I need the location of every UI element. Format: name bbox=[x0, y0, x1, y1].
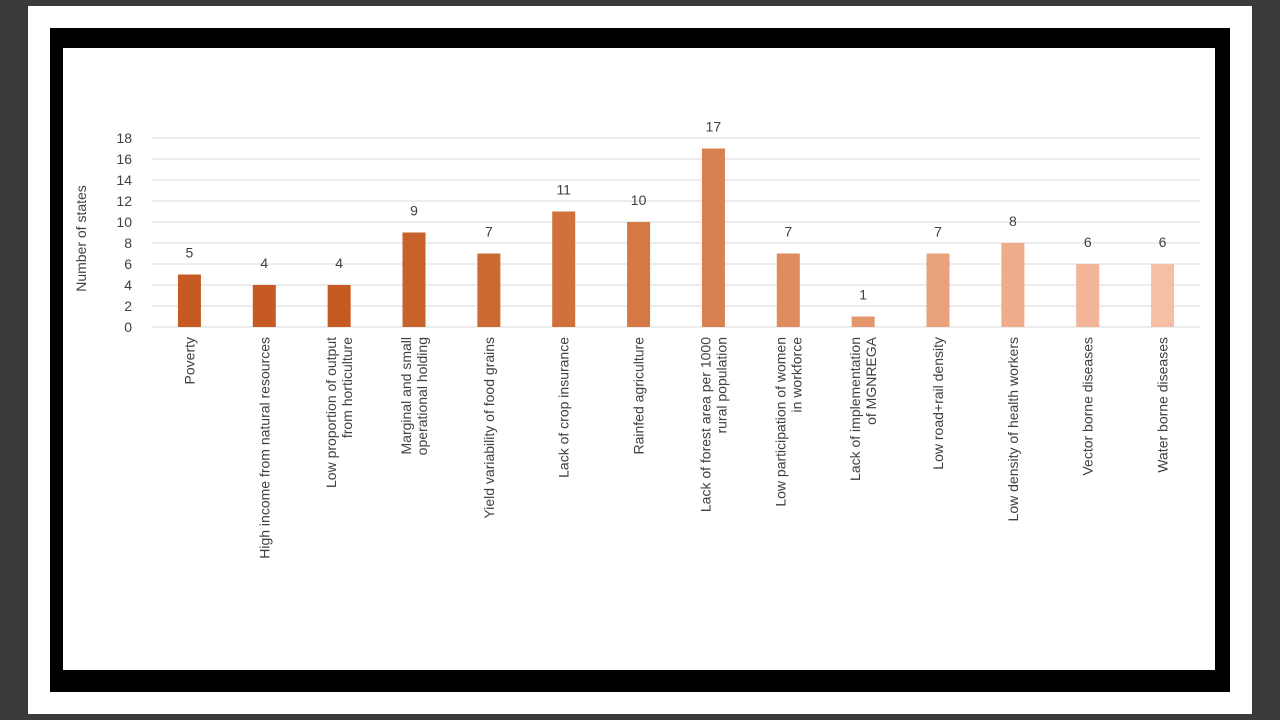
category-label-line: Lack of crop insurance bbox=[556, 337, 572, 478]
bar bbox=[552, 211, 576, 327]
data-label: 7 bbox=[784, 224, 792, 240]
category-label-line: Yield variability of food grains bbox=[481, 337, 497, 519]
data-label: 9 bbox=[410, 203, 418, 219]
category-label-line: in workforce bbox=[788, 337, 804, 413]
data-label: 7 bbox=[485, 224, 493, 240]
category-label: Low road+rail density bbox=[930, 337, 946, 470]
data-label: 8 bbox=[1009, 213, 1017, 229]
y-tick-label: 8 bbox=[124, 235, 132, 251]
category-label: Vector borne diseases bbox=[1080, 337, 1096, 476]
category-label-line: operational holding bbox=[414, 337, 430, 455]
category-label-line: from horticulture bbox=[339, 337, 355, 438]
bars bbox=[177, 148, 1175, 327]
y-tick-label: 10 bbox=[116, 214, 132, 230]
category-label: Low proportion of output from horticultur… bbox=[323, 337, 355, 488]
bar bbox=[851, 316, 875, 327]
bar bbox=[926, 253, 950, 327]
bar bbox=[701, 148, 725, 327]
data-label: 6 bbox=[1084, 234, 1092, 250]
y-tick-label: 18 bbox=[116, 130, 132, 146]
y-tick-label: 4 bbox=[124, 277, 132, 293]
bar bbox=[252, 285, 276, 327]
bar bbox=[1151, 264, 1175, 327]
y-tick-label: 12 bbox=[116, 193, 132, 209]
bar bbox=[402, 232, 426, 327]
category-label: Poverty bbox=[181, 337, 197, 384]
category-label-line: High income from natural resources bbox=[256, 337, 272, 559]
data-label: 17 bbox=[706, 119, 722, 135]
bar bbox=[177, 274, 201, 327]
y-axis-ticks: 0 2 4 6 8 10 12 14 16 18 bbox=[116, 130, 132, 335]
y-tick-label: 0 bbox=[124, 319, 132, 335]
y-tick-label: 16 bbox=[116, 151, 132, 167]
category-label-line: Rainfed agriculture bbox=[631, 337, 647, 455]
y-axis-label: Number of states bbox=[73, 185, 89, 292]
bar bbox=[776, 253, 800, 327]
category-label-line: Low participation of women bbox=[772, 337, 788, 507]
bar bbox=[627, 222, 651, 327]
data-label: 10 bbox=[631, 192, 647, 208]
category-label-line: Low proportion of output bbox=[323, 337, 339, 488]
data-label: 5 bbox=[186, 245, 194, 261]
category-label: Marginal and small operational holding bbox=[398, 337, 430, 455]
category-label-line: Low density of health workers bbox=[1005, 337, 1021, 521]
category-labels: Poverty High income from natural resource… bbox=[181, 336, 1170, 558]
category-label-line: rural population bbox=[713, 337, 729, 434]
category-label: Yield variability of food grains bbox=[481, 337, 497, 519]
chart-container: 0 2 4 6 8 10 12 14 16 18 Number of states 5 4 4 9 7 11… bbox=[63, 48, 1215, 670]
data-label: 6 bbox=[1159, 234, 1167, 250]
bar bbox=[1001, 243, 1025, 327]
category-label: Low density of health workers bbox=[1005, 337, 1021, 521]
bar bbox=[477, 253, 501, 327]
category-label-line: of MGNREGA bbox=[863, 336, 879, 425]
y-tick-label: 2 bbox=[124, 298, 132, 314]
y-tick-label: 14 bbox=[116, 172, 132, 188]
category-label: Lack of implementation of MGNREGA bbox=[847, 336, 879, 481]
category-label-line: Lack of forest area per 1000 bbox=[697, 337, 713, 512]
data-label: 4 bbox=[260, 255, 268, 271]
category-label-line: Vector borne diseases bbox=[1080, 337, 1096, 476]
category-label: Low participation of women in workforce bbox=[772, 337, 804, 507]
gridlines bbox=[152, 137, 1200, 328]
category-label: Rainfed agriculture bbox=[631, 337, 647, 455]
category-label: High income from natural resources bbox=[256, 337, 272, 559]
category-label-line: Water borne diseases bbox=[1155, 337, 1171, 473]
data-label: 1 bbox=[859, 287, 867, 303]
data-label: 7 bbox=[934, 224, 942, 240]
category-label-line: Poverty bbox=[181, 337, 197, 384]
bar bbox=[1076, 264, 1100, 327]
data-label: 11 bbox=[556, 182, 571, 198]
category-label-line: Lack of implementation bbox=[847, 337, 863, 481]
category-label: Lack of crop insurance bbox=[556, 337, 572, 478]
category-label-line: Marginal and small bbox=[398, 337, 414, 455]
category-label: Lack of forest area per 1000 rural popula… bbox=[697, 337, 729, 512]
category-label: Water borne diseases bbox=[1155, 337, 1171, 473]
data-label: 4 bbox=[335, 255, 343, 271]
category-label-line: Low road+rail density bbox=[930, 337, 946, 470]
y-tick-label: 6 bbox=[124, 256, 132, 272]
bar bbox=[327, 285, 351, 327]
